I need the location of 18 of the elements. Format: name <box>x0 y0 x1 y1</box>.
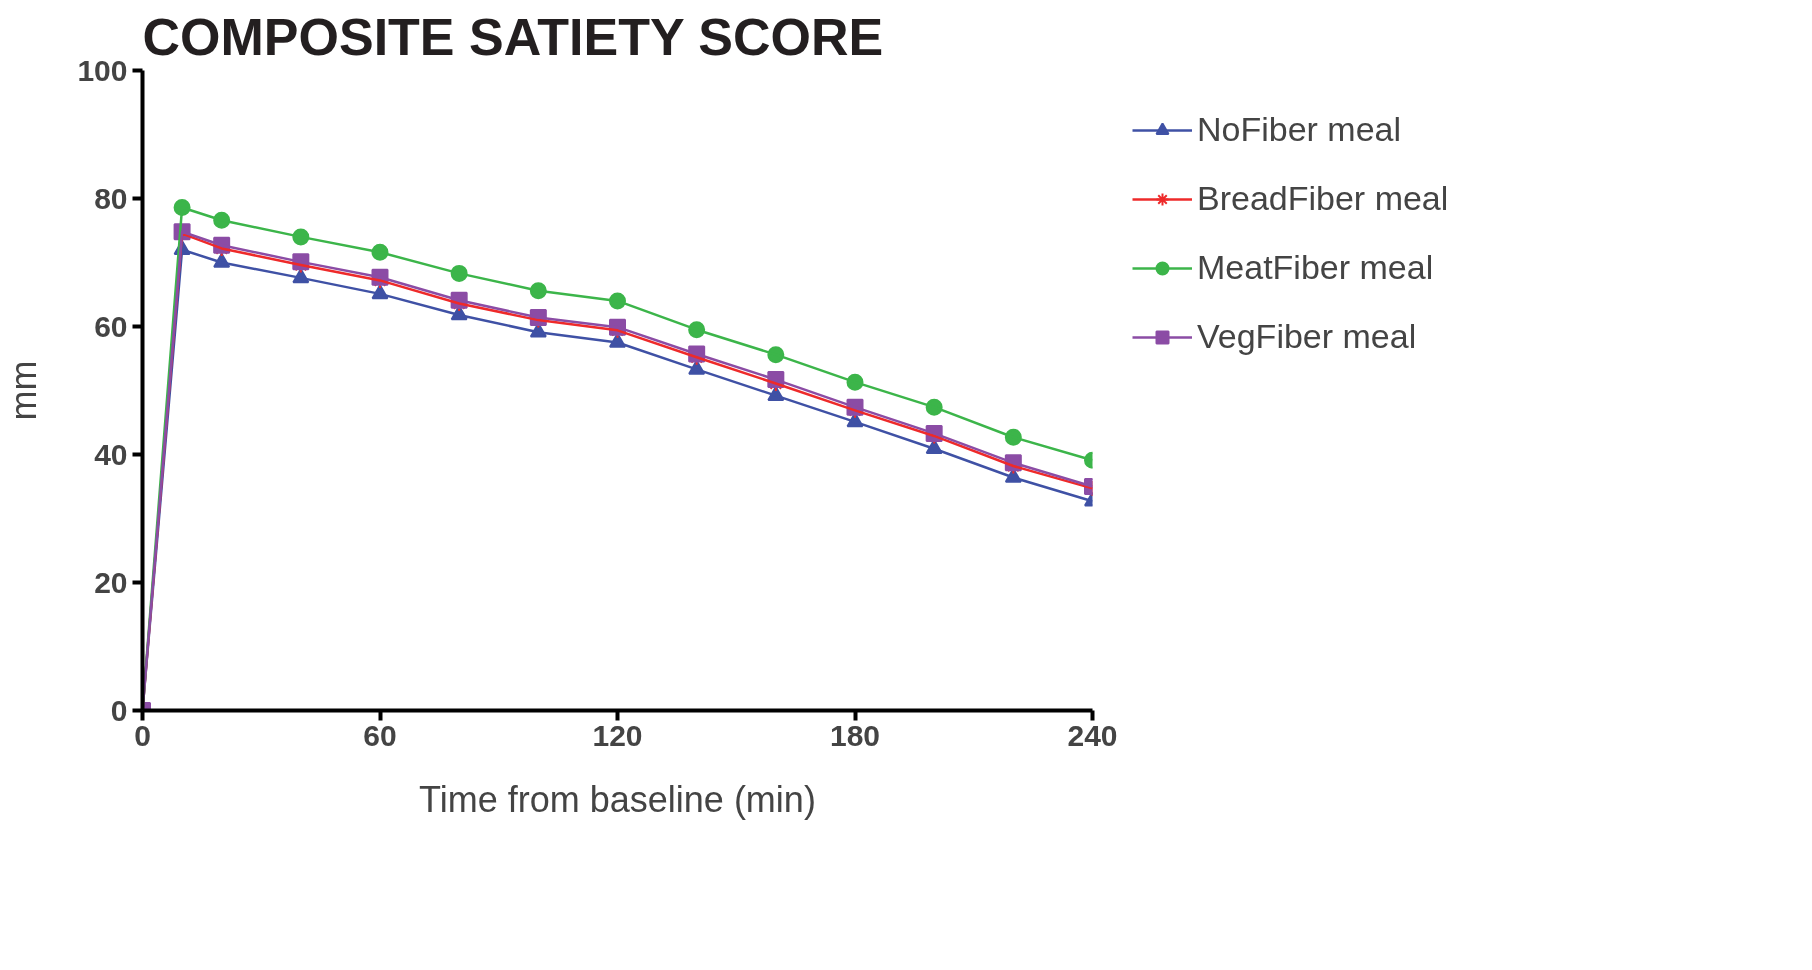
x-tick-label: 120 <box>592 718 643 752</box>
y-tick-label: 40 <box>94 437 128 471</box>
legend-label: NoFiber meal <box>1197 110 1402 149</box>
legend-label: BreadFiber meal <box>1197 179 1449 218</box>
y-tick-label: 0 <box>110 693 128 727</box>
x-tick-label: 180 <box>829 718 881 752</box>
y-axis-title: mm <box>3 360 45 421</box>
y-tick-label: 20 <box>94 565 128 599</box>
y-tick-label: 80 <box>94 181 128 215</box>
y-tick-label: 60 <box>94 309 128 343</box>
legend-label: MeatFiber meal <box>1197 248 1434 287</box>
x-tick-label: 0 <box>134 718 151 752</box>
x-tick-label: 240 <box>1067 718 1118 752</box>
y-tick-label: 100 <box>77 53 128 87</box>
x-tick-label: 60 <box>363 718 397 752</box>
legend-label: VegFiber meal <box>1197 317 1417 356</box>
chart-title: COMPOSITE SATIETY SCORE <box>142 7 884 66</box>
x-axis-title: Time from baseline (min) <box>419 778 816 820</box>
